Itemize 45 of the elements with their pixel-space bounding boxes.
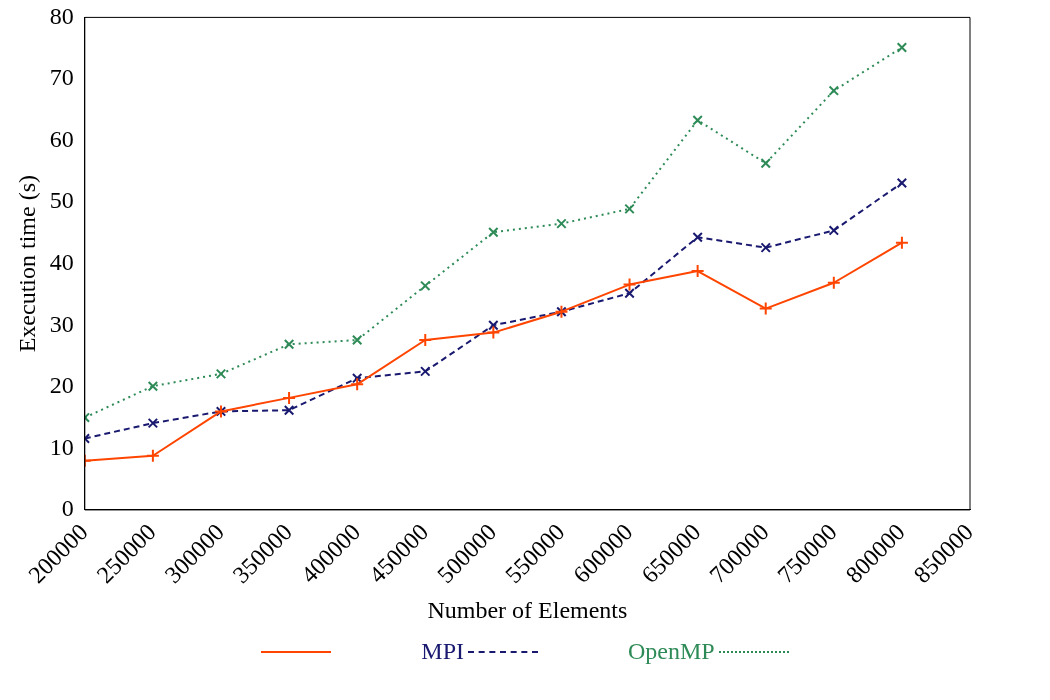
point — [351, 334, 363, 346]
y-tick-label: 30 — [49, 310, 74, 337]
point — [283, 339, 295, 350]
point — [215, 368, 227, 380]
point — [420, 280, 431, 292]
point — [624, 203, 635, 215]
point — [758, 301, 773, 316]
point — [283, 404, 295, 416]
y-tick-label: 40 — [49, 248, 74, 275]
y-tick-label: 50 — [49, 187, 74, 214]
point — [690, 264, 705, 279]
point — [488, 227, 499, 238]
y-tick-label: 80 — [49, 2, 74, 29]
point — [418, 333, 433, 347]
point — [420, 366, 431, 377]
point — [760, 158, 771, 169]
y-tick-label: 70 — [49, 64, 74, 91]
point — [145, 448, 160, 463]
legend-label: MPI — [421, 638, 464, 665]
point — [828, 225, 840, 236]
x-axis-title: Number of Elements — [427, 596, 628, 623]
point — [828, 85, 840, 96]
point — [556, 218, 567, 229]
point — [622, 277, 637, 292]
point — [350, 377, 365, 392]
y-tick-label: 20 — [49, 372, 74, 399]
point — [147, 417, 159, 429]
point — [147, 380, 159, 392]
point — [692, 114, 703, 126]
point — [692, 231, 703, 243]
point — [896, 177, 908, 189]
y-axis-title: Execution time (s) — [13, 175, 40, 353]
point — [894, 235, 909, 250]
point — [488, 319, 499, 331]
point — [760, 242, 771, 253]
legend-label: OpenMP — [628, 638, 715, 665]
point — [351, 372, 363, 384]
point — [896, 42, 908, 53]
y-tick-label: 0 — [61, 495, 74, 522]
y-tick-label: 60 — [49, 125, 74, 152]
point — [826, 275, 841, 290]
point — [624, 287, 635, 299]
point — [486, 325, 501, 340]
y-tick-label: 10 — [49, 433, 74, 460]
point — [282, 390, 297, 405]
